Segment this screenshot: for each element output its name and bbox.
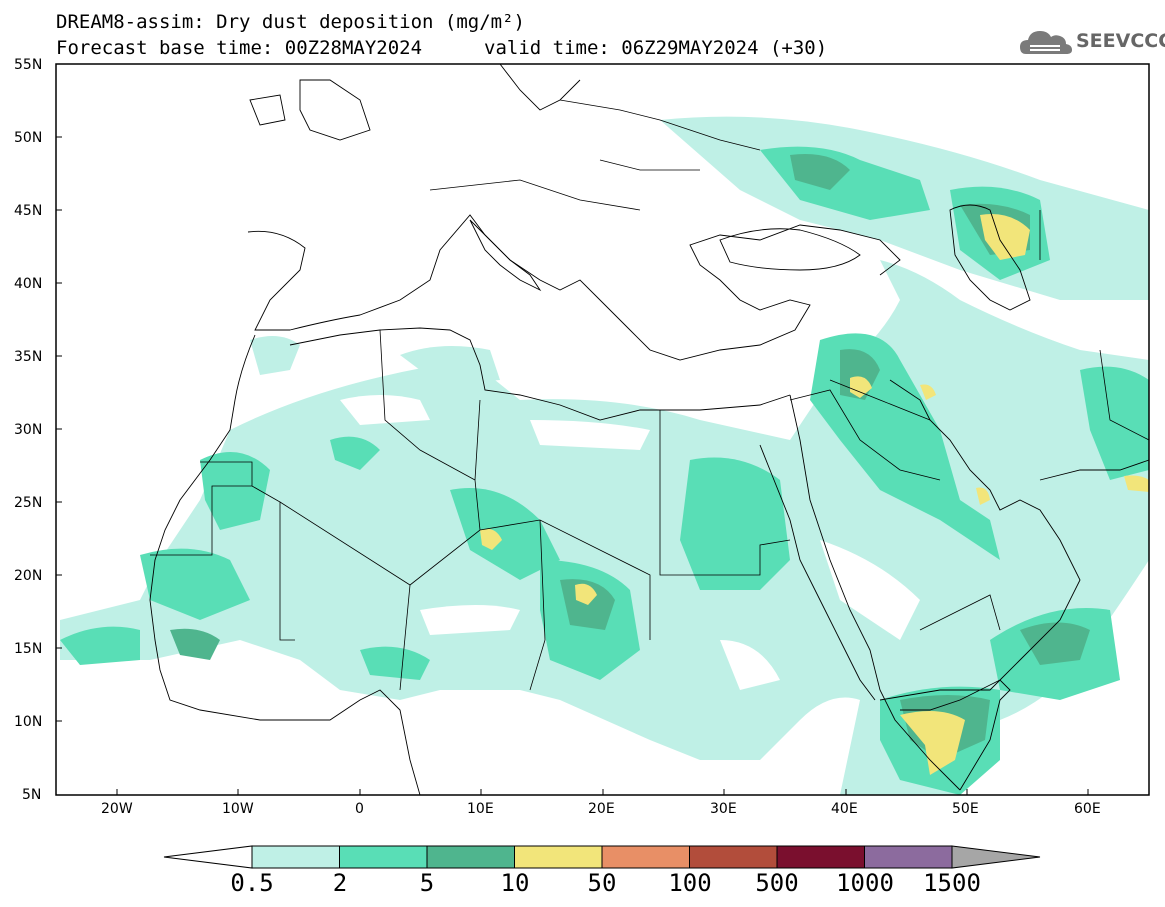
- lon-label: 10E: [467, 801, 494, 817]
- lat-label: 5N: [22, 787, 42, 803]
- colorbar-label: 500: [755, 869, 799, 897]
- deposition-shading: [60, 116, 1149, 795]
- colorbar-over-arrow: [951, 845, 1041, 869]
- colorbar-segment: [776, 845, 865, 869]
- colorbar-label: 1000: [836, 869, 894, 897]
- colorbar-label: 1500: [923, 869, 981, 897]
- lon-label: 20W: [101, 801, 133, 817]
- lon-label: 60E: [1074, 801, 1101, 817]
- lon-label: 30E: [710, 801, 737, 817]
- level-10: [480, 214, 1149, 775]
- logo-text: SEEVCCC: [1076, 30, 1165, 52]
- lon-label: 0: [355, 801, 364, 817]
- lon-label: 10W: [222, 801, 254, 817]
- colorbar-segment: [251, 845, 340, 869]
- lat-label: 35N: [14, 349, 43, 365]
- lat-label: 20N: [14, 568, 43, 584]
- map-title: DREAM8-assim: Dry dust deposition (mg/m²…: [56, 11, 525, 33]
- lat-label: 40N: [14, 276, 43, 292]
- colorbar-segment: [689, 845, 778, 869]
- colorbar-label: 0.5: [230, 869, 274, 897]
- cloud-icon: [1020, 31, 1072, 54]
- lat-label: 25N: [14, 495, 43, 511]
- borders: [150, 99, 1149, 691]
- valid-time: valid time: 06Z29MAY2024 (+30): [484, 37, 828, 59]
- colorbar-label: 50: [587, 869, 617, 897]
- lat-label: 45N: [14, 203, 43, 219]
- lat-label: 50N: [14, 130, 43, 146]
- lat-label: 10N: [14, 714, 43, 730]
- axis-ticks: [56, 136, 1089, 795]
- colorbar-label: 2: [332, 869, 348, 897]
- clear-patches: [250, 395, 920, 740]
- colorbar-segment: [601, 845, 690, 869]
- colorbar-segment: [426, 845, 515, 869]
- colorbar-label: 10: [500, 869, 530, 897]
- lon-label: 20E: [588, 801, 615, 817]
- colorbar-segment: [339, 845, 428, 869]
- lat-label: 30N: [14, 422, 43, 438]
- colorbar-segment: [514, 845, 603, 869]
- coastlines: [149, 64, 1149, 795]
- lat-label: 55N: [14, 57, 43, 73]
- colorbar-label: 100: [668, 869, 712, 897]
- seevccc-logo: SEEVCCC: [1018, 24, 1165, 60]
- forecast-base-time: Forecast base time: 00Z28MAY2024: [56, 37, 423, 59]
- lat-label: 15N: [14, 641, 43, 657]
- lon-label: 40E: [831, 801, 858, 817]
- colorbar-segment: [864, 845, 953, 869]
- lon-label: 50E: [952, 801, 979, 817]
- colorbar-under-arrow: [163, 845, 253, 869]
- colorbar: [163, 845, 1041, 869]
- colorbar-label: 5: [419, 869, 435, 897]
